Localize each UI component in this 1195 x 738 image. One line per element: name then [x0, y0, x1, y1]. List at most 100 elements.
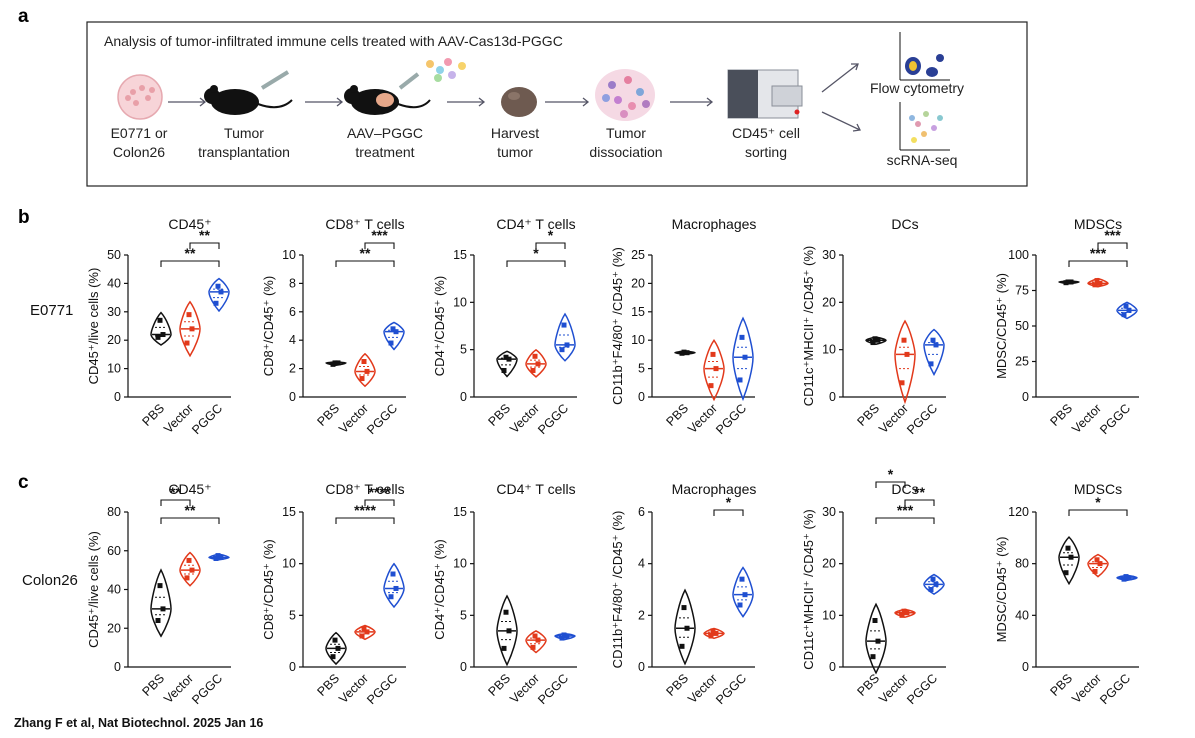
y-tick-label: 5	[638, 362, 645, 376]
data-point	[559, 635, 565, 641]
row-label-colon26: Colon26	[22, 572, 78, 589]
significance-bracket	[189, 242, 220, 249]
significance-bracket	[875, 517, 935, 524]
violin-pbs	[496, 350, 518, 378]
data-point	[928, 587, 934, 592]
y-tick-label: 2	[638, 608, 645, 622]
violin-pbs	[496, 594, 518, 667]
y-tick-label: 75	[1015, 284, 1029, 298]
significance-bracket	[1068, 260, 1128, 267]
data-point	[875, 638, 881, 644]
y-tick-label: 10	[453, 557, 467, 571]
x-tick-label: PGGC	[535, 671, 571, 707]
y-tick-label: 10	[453, 295, 467, 309]
y-tick-label: 0	[638, 390, 645, 404]
y-tick-label: 30	[822, 505, 836, 519]
significance-label: ***	[1104, 227, 1121, 243]
data-point	[1126, 575, 1132, 581]
significance-label: **	[170, 484, 181, 500]
workflow-arrows	[168, 63, 861, 132]
significance-bracket	[335, 260, 395, 267]
panel-label-b: b	[18, 207, 30, 228]
y-axis-label: CD11c⁺MHCII⁺ /CD45⁺ (%)	[801, 246, 816, 406]
significance-label: **	[914, 484, 925, 500]
data-point	[710, 628, 716, 634]
output-scrna-seq: scRNA-seq	[887, 152, 958, 168]
data-point	[184, 340, 190, 346]
x-tick-label: PGGC	[1097, 401, 1133, 437]
violin-pbs	[325, 631, 347, 666]
x-tick-label: PGGC	[713, 401, 749, 437]
mouse-tumor-icon	[344, 58, 466, 115]
data-point	[930, 337, 936, 343]
x-tick-label: Vector	[876, 671, 911, 706]
significance-label: *	[726, 494, 732, 510]
violin-pbs	[1058, 536, 1080, 586]
data-point	[561, 322, 567, 328]
y-tick-label: 60	[107, 544, 121, 558]
y-tick-label: 40	[1015, 608, 1029, 622]
x-tick-label: Vector	[336, 671, 371, 706]
y-tick-label: 100	[1008, 248, 1029, 262]
y-tick-label: 25	[1015, 355, 1029, 369]
data-point	[1097, 280, 1103, 286]
data-point	[739, 334, 745, 340]
y-tick-label: 0	[1022, 660, 1029, 674]
y-axis-label: MDSC/CD45⁺ (%)	[994, 537, 1009, 643]
y-tick-label: 0	[460, 660, 467, 674]
data-point	[870, 340, 876, 346]
data-point	[684, 350, 690, 356]
data-point	[1121, 576, 1127, 582]
y-tick-label: 10	[282, 248, 296, 262]
y-tick-label: 20	[822, 557, 836, 571]
data-point	[393, 585, 399, 591]
x-tick-label: Vector	[507, 401, 542, 436]
violin-vector	[703, 339, 725, 402]
x-tick-label: PGGC	[364, 671, 400, 707]
data-point	[710, 351, 716, 357]
data-point	[501, 645, 507, 651]
chart-title: MDSCs	[1074, 216, 1122, 232]
y-tick-label: 0	[829, 660, 836, 674]
violin-vector	[894, 319, 916, 405]
data-point	[1065, 545, 1071, 551]
data-point	[160, 332, 166, 338]
data-point	[530, 367, 536, 373]
data-point	[899, 380, 905, 386]
data-point	[1097, 561, 1103, 567]
data-point	[737, 377, 743, 383]
y-tick-label: 50	[107, 248, 121, 262]
data-point	[388, 594, 394, 600]
significance-label: *	[548, 227, 554, 243]
y-axis-label: CD45⁺/live cells (%)	[86, 268, 101, 385]
significance-label: **	[185, 245, 196, 261]
data-point	[332, 360, 338, 366]
significance-bracket	[1097, 242, 1128, 249]
data-point	[713, 630, 719, 636]
data-point	[506, 356, 512, 362]
data-point	[564, 633, 570, 639]
significance-label: ****	[369, 484, 391, 500]
y-tick-label: 0	[1022, 390, 1029, 404]
x-tick-label: PGGC	[904, 401, 940, 437]
chart-title: Macrophages	[672, 216, 757, 232]
y-axis-label: CD4⁺/CD45⁺ (%)	[432, 539, 447, 639]
chart-title: DCs	[891, 481, 918, 497]
significance-bracket	[364, 242, 395, 249]
x-tick-label: PGGC	[364, 401, 400, 437]
significance-bracket	[535, 242, 566, 249]
violin-pbs	[150, 311, 172, 346]
data-point	[1065, 279, 1071, 285]
y-tick-label: 15	[453, 248, 467, 262]
x-tick-label: Vector	[1069, 401, 1104, 436]
step-3-line-2: treatment	[355, 144, 414, 160]
chart-title: CD8⁺ T cells	[325, 216, 404, 232]
chart-title: CD4⁺ T cells	[496, 216, 575, 232]
step-6-line-2: sorting	[745, 144, 787, 160]
x-tick-label: Vector	[161, 671, 196, 706]
y-tick-label: 6	[289, 305, 296, 319]
